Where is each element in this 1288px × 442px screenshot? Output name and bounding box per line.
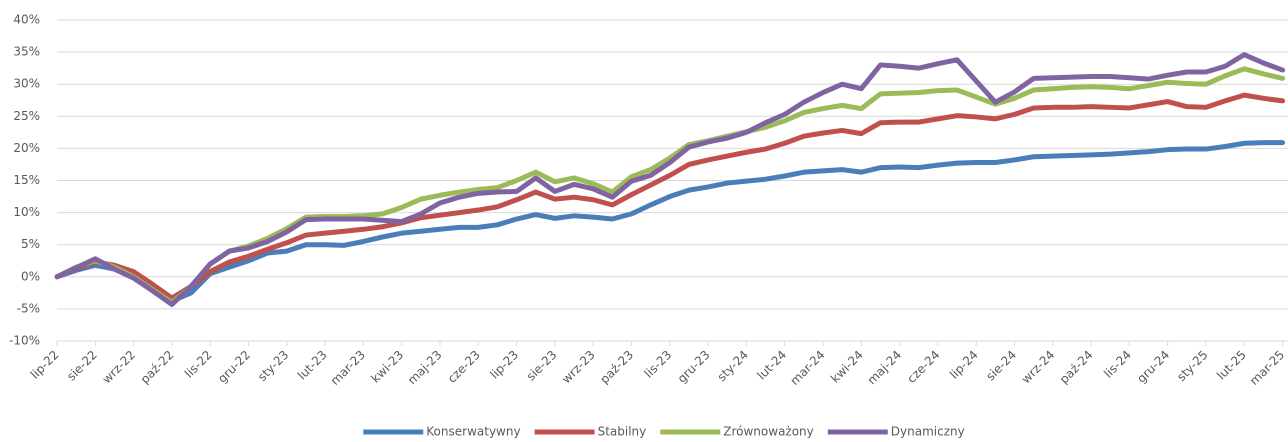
x-tick-label: maj-23 [405,348,445,388]
x-tick-label: lip-23 [487,348,521,382]
x-tick-label: gru-24 [1134,348,1172,386]
x-tick-label: paź-24 [1057,348,1096,387]
x-tick-label: sie-22 [64,348,100,384]
y-tick-label: 25% [13,109,40,123]
x-tick-label: paź-22 [138,348,177,387]
x-tick-label: sty-24 [715,348,751,384]
x-tick-label: lis-24 [1101,348,1134,381]
y-tick-label: -10% [9,334,40,348]
legend-item: Zrównoważony [660,425,814,439]
x-tick-label: paź-23 [597,348,636,387]
legend-label: Dynamiczny [891,425,965,439]
legend-label: Stabilny [598,425,647,439]
y-tick-label: 5% [21,237,40,251]
x-tick-label: kwi-23 [368,348,406,386]
series-line [54,140,1286,304]
y-tick-label: 20% [13,141,40,155]
y-tick-label: 30% [13,77,40,91]
x-tick-label: cze-24 [904,348,942,386]
legend-label: Zrównoważony [723,425,814,439]
x-tick-label: mar-24 [787,348,827,388]
x-tick-label: mar-25 [1247,348,1287,388]
x-tick-label: kwi-24 [828,348,866,386]
series-line [54,52,1286,307]
y-tick-label: 0% [21,269,40,283]
x-tick-label: maj-24 [865,348,905,388]
legend-item: Stabilny [534,425,647,439]
x-tick-label: lip-22 [28,348,62,382]
x-tick-label: wrz-23 [559,348,598,387]
x-tick-label: mar-23 [328,348,368,388]
series-line [54,92,1286,301]
x-tick-label: wrz-24 [1019,348,1058,387]
x-tick-label: sty-23 [255,348,291,384]
x-tick-label: lut-24 [754,348,789,383]
series-line [54,66,1286,305]
legend-item: Konserwatywny [363,425,521,439]
y-tick-label: 40% [13,13,40,27]
y-tick-label: 35% [13,45,40,59]
x-tick-label: sie-23 [524,348,560,384]
x-tick-label: cze-23 [445,348,483,386]
y-tick-label: 10% [13,205,40,219]
x-tick-label: lut-23 [295,348,330,383]
y-tick-label: 15% [13,173,40,187]
legend-item: Dynamiczny [827,425,965,439]
x-tick-label: wrz-22 [100,348,139,387]
legend-label: Konserwatywny [426,425,520,439]
x-tick-label: gru-23 [675,348,713,386]
x-tick-label: lut-25 [1214,348,1249,383]
x-tick-label: lis-23 [641,348,674,381]
x-tick-label: sty-25 [1174,348,1210,384]
x-tick-label: lis-22 [182,348,215,381]
x-tick-label: sie-24 [983,348,1019,384]
x-tick-label: gru-22 [215,348,253,386]
y-tick-label: -5% [17,301,40,315]
x-tick-label: lip-24 [947,348,981,382]
